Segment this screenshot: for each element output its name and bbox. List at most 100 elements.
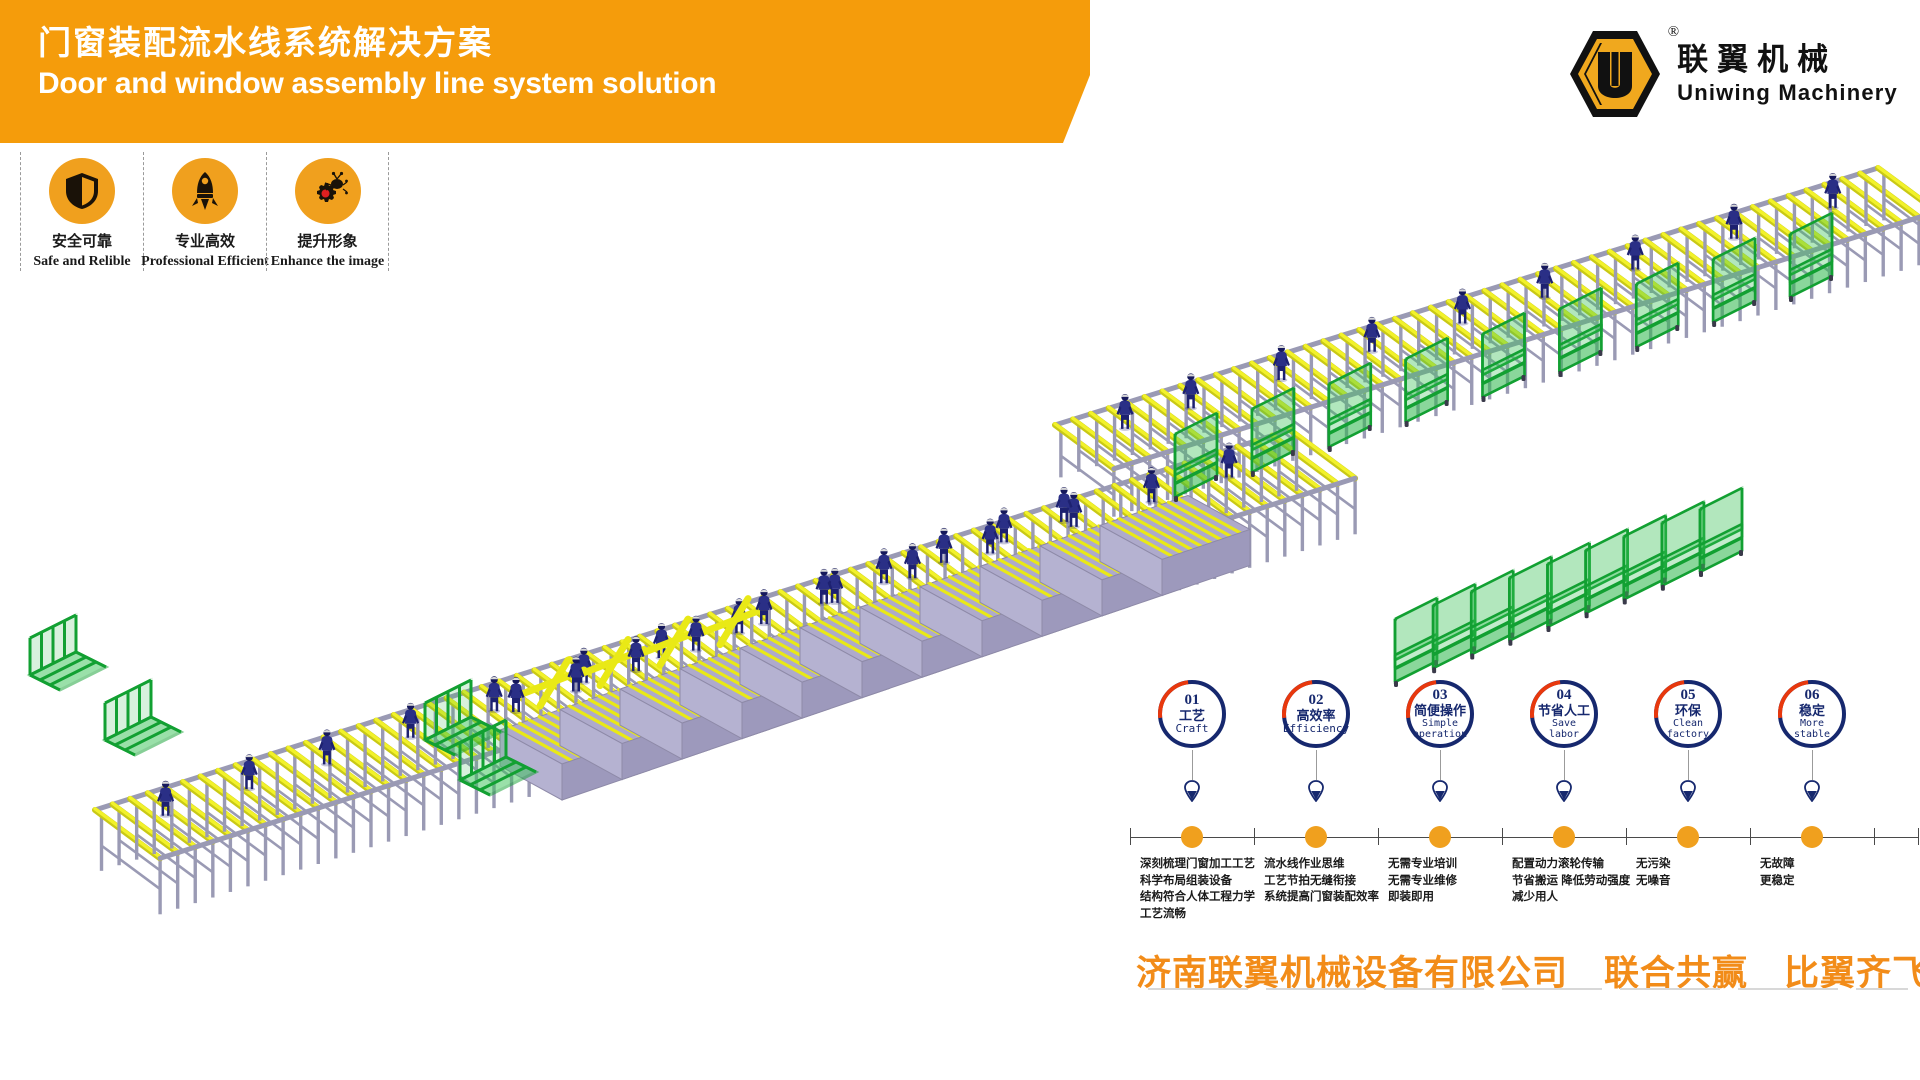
timeline-circle-05[interactable]: 05 环保 Clean factory — [1640, 666, 1736, 762]
timeline-label-en: operation — [1412, 729, 1468, 740]
rocket-icon — [172, 158, 238, 224]
timeline-stem — [1316, 750, 1317, 780]
timeline-number: 03 — [1432, 687, 1448, 703]
timeline-label-en: labor — [1548, 729, 1580, 740]
timeline-circle-02[interactable]: 02 高效率 Efficiency — [1268, 666, 1364, 762]
green-frame-rack-left — [28, 613, 538, 797]
timeline-stem — [1440, 750, 1441, 780]
timeline-label-en: stable — [1793, 729, 1831, 740]
timeline-description: 配置动力滚轮传输 节省搬运 降低劳动强度 减少用人 — [1512, 858, 1631, 903]
timeline-tick — [1918, 828, 1919, 845]
workbench-unit — [1098, 494, 1252, 597]
timeline-number: 04 — [1556, 687, 1572, 703]
brand-name-en: Uniwing Machinery — [1677, 80, 1898, 105]
shield-icon — [49, 158, 115, 224]
material-trolley — [1480, 311, 1527, 404]
gear-bug-icon — [294, 158, 361, 224]
material-trolley — [1430, 582, 1478, 675]
timeline-axis — [1130, 837, 1918, 838]
timeline-tick — [1378, 828, 1379, 845]
timeline-tick — [1502, 828, 1503, 845]
timeline-label-en: Craft — [1175, 722, 1209, 735]
feature-label-en: Enhance the image — [270, 254, 385, 269]
timeline-tick — [1874, 828, 1875, 845]
timeline-description: 无故障 更稳定 — [1760, 858, 1795, 887]
timeline-label-en: Clean — [1672, 718, 1704, 729]
feature-label-cn: 安全可靠 — [51, 234, 112, 250]
header-title-group: 门窗装配流水线系统解决方案 Door and window assembly l… — [38, 22, 717, 104]
timeline-marker-dot[interactable] — [1429, 826, 1451, 848]
feature-label-cn: 提升形象 — [297, 234, 358, 250]
timeline-label-en: Save — [1551, 718, 1577, 729]
timeline-label-en: Efficiency — [1282, 722, 1350, 735]
material-trolley — [1697, 486, 1745, 579]
assembly-workbench-line — [498, 487, 1252, 801]
feature-item-professional: 专业高效 Professional Efficient — [141, 152, 269, 271]
map-pin-icon — [1184, 780, 1200, 803]
timeline-description: 深刻梳理门窗加工工艺 科学布局组装设备 结构符合人体工程力学 工艺流畅 — [1140, 858, 1255, 920]
timeline-tick — [1254, 828, 1255, 845]
map-pin-icon — [1432, 780, 1448, 803]
timeline-marker-dot[interactable] — [1553, 826, 1575, 848]
timeline-marker-dot[interactable] — [1305, 826, 1327, 848]
material-trolley — [1583, 527, 1630, 620]
timeline-marker-dot[interactable] — [1181, 826, 1203, 848]
map-pin-icon — [1308, 780, 1324, 803]
timeline-label-en: More — [1799, 718, 1825, 729]
timeline-label-en: Simple — [1421, 718, 1459, 729]
material-trolley — [1507, 555, 1554, 648]
page-title-cn: 门窗装配流水线系统解决方案 — [38, 24, 493, 61]
timeline-tick — [1626, 828, 1627, 845]
brand-name-group: 联翼机械 Uniwing Machinery — [1677, 42, 1898, 106]
timeline-description: 无污染 无噪音 — [1636, 858, 1671, 887]
material-trolley — [1392, 596, 1440, 689]
material-trolley — [1621, 514, 1669, 606]
feature-label-cn: 专业高效 — [174, 234, 235, 250]
timeline-description: 无需专业培训 无需专业维修 即装即用 — [1388, 858, 1457, 903]
timeline-circle-03[interactable]: 03 简便操作 Simple operation — [1392, 666, 1488, 762]
timeline-stem — [1688, 750, 1689, 780]
timeline-description: 流水线作业思维 工艺节拍无缝衔接 系统提高门窗装配效率 — [1264, 858, 1379, 903]
timeline-label-cn: 高效率 — [1296, 708, 1336, 723]
timeline-marker-dot[interactable] — [1801, 826, 1823, 848]
material-trolley — [1545, 541, 1592, 634]
map-pin-icon — [1556, 780, 1572, 803]
timeline-label-cn: 简便操作 — [1413, 703, 1466, 718]
uniwing-hexagon-u-logo-icon: ® — [1567, 24, 1679, 120]
material-trolley — [1659, 500, 1707, 593]
benefits-timeline: 01 工艺 Craft 深刻梳理门窗加工工艺 科学布局组装设备 结构符合人体工程力学 工艺流… — [1130, 666, 1920, 980]
timeline-tick — [1130, 828, 1131, 845]
brand-logo: ® 联翼机械 Uniwing Machinery — [1567, 24, 1898, 120]
timeline-stem — [1564, 750, 1565, 780]
registered-trademark-icon: ® — [1667, 24, 1680, 40]
feature-item-image: 提升形象 Enhance the image — [266, 152, 389, 271]
material-trolley — [1710, 236, 1758, 329]
header-orange-band — [0, 0, 1090, 143]
feature-label-en: Professional Efficient — [141, 254, 269, 269]
timeline-stem — [1812, 750, 1813, 780]
timeline-circle-01[interactable]: 01 工艺 Craft — [1144, 666, 1240, 762]
feature-item-safe: 安全可靠 Safe and Relible — [20, 152, 143, 271]
timeline-number: 06 — [1804, 687, 1820, 703]
timeline-label-en: factory — [1666, 729, 1710, 740]
brand-name-cn: 联翼机械 — [1677, 42, 1838, 77]
timeline-marker-dot[interactable] — [1677, 826, 1699, 848]
timeline-label-cn: 稳定 — [1798, 703, 1825, 718]
page-title-en: Door and window assembly line system sol… — [38, 67, 717, 100]
timeline-label-cn: 工艺 — [1178, 708, 1205, 723]
timeline-circle-06[interactable]: 06 稳定 More stable — [1764, 666, 1860, 762]
timeline-tick — [1750, 828, 1751, 845]
timeline-number: 05 — [1680, 687, 1696, 703]
map-pin-icon — [1680, 780, 1696, 803]
timeline-label-cn: 环保 — [1674, 703, 1701, 718]
assembly-line-3d-isometric-diagram — [28, 165, 1920, 915]
feature-badges-row: 安全可靠 Safe and Relible 专业高效 Professional … — [20, 152, 389, 271]
worker-with-frame — [687, 595, 768, 653]
timeline-number: 01 — [1184, 692, 1200, 708]
timeline-number: 02 — [1308, 692, 1324, 708]
company-slogan: 济南联翼机械设备有限公司 联合共赢 比翼齐飞 — [1136, 954, 1920, 993]
feature-label-en: Safe and Relible — [33, 254, 131, 269]
timeline-circle-04[interactable]: 04 节省人工 Save labor — [1516, 666, 1612, 762]
green-trolley-row-b — [1392, 486, 1745, 689]
timeline-stem — [1192, 750, 1193, 780]
